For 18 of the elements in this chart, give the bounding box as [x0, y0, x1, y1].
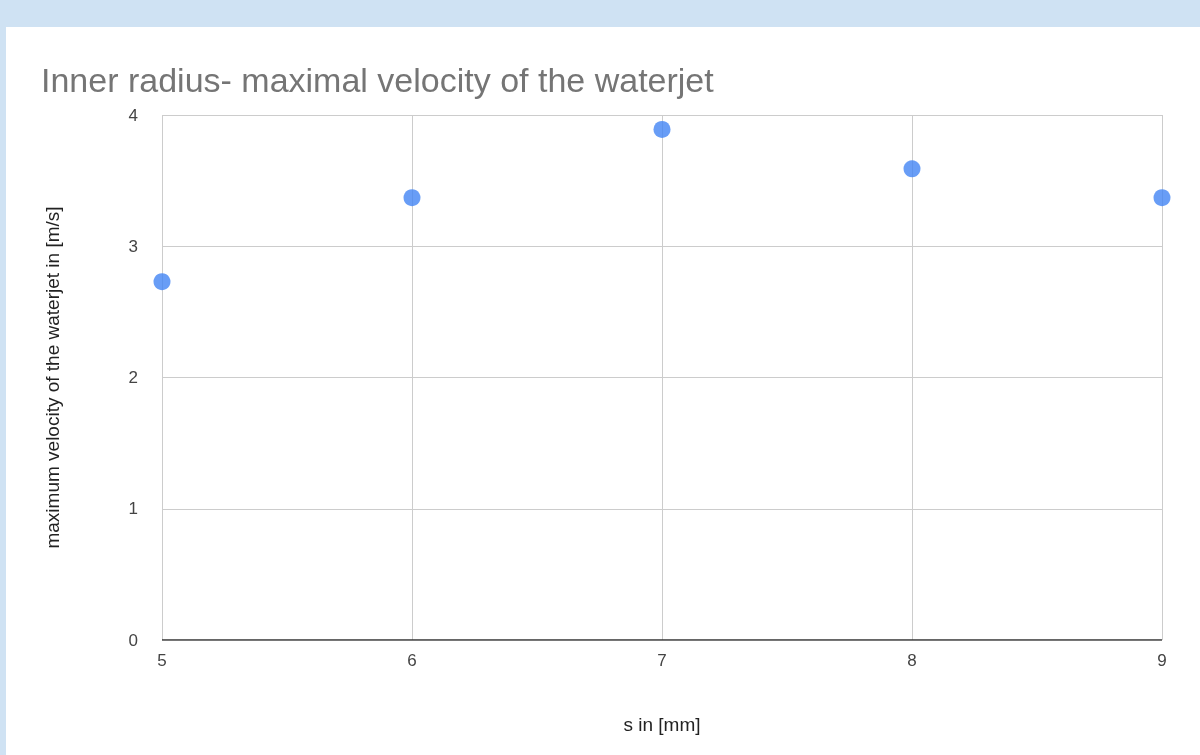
y-tick-label: 0 [128, 630, 138, 650]
y-tick-label: 4 [128, 105, 138, 125]
point [1153, 189, 1171, 207]
x-tick-label: 9 [1157, 651, 1167, 670]
point [403, 189, 421, 207]
y-axis-title: maximum velocity of the waterjet in [m/s] [42, 206, 63, 549]
x-axis-title: s in [mm] [623, 714, 701, 735]
x-tick-label: 7 [657, 651, 667, 670]
point [653, 120, 671, 138]
y-tick-label: 2 [128, 368, 138, 387]
x-tick-label: 8 [907, 651, 917, 670]
point [903, 160, 921, 178]
y-tick-label: 3 [128, 236, 138, 256]
point [153, 273, 171, 291]
x-tick-label: 6 [407, 651, 417, 670]
x-tick-label: 5 [157, 651, 167, 670]
y-tick-label: 1 [128, 499, 138, 519]
chart-title: Inner radius- maximal velocity of the waterjet [41, 61, 715, 99]
